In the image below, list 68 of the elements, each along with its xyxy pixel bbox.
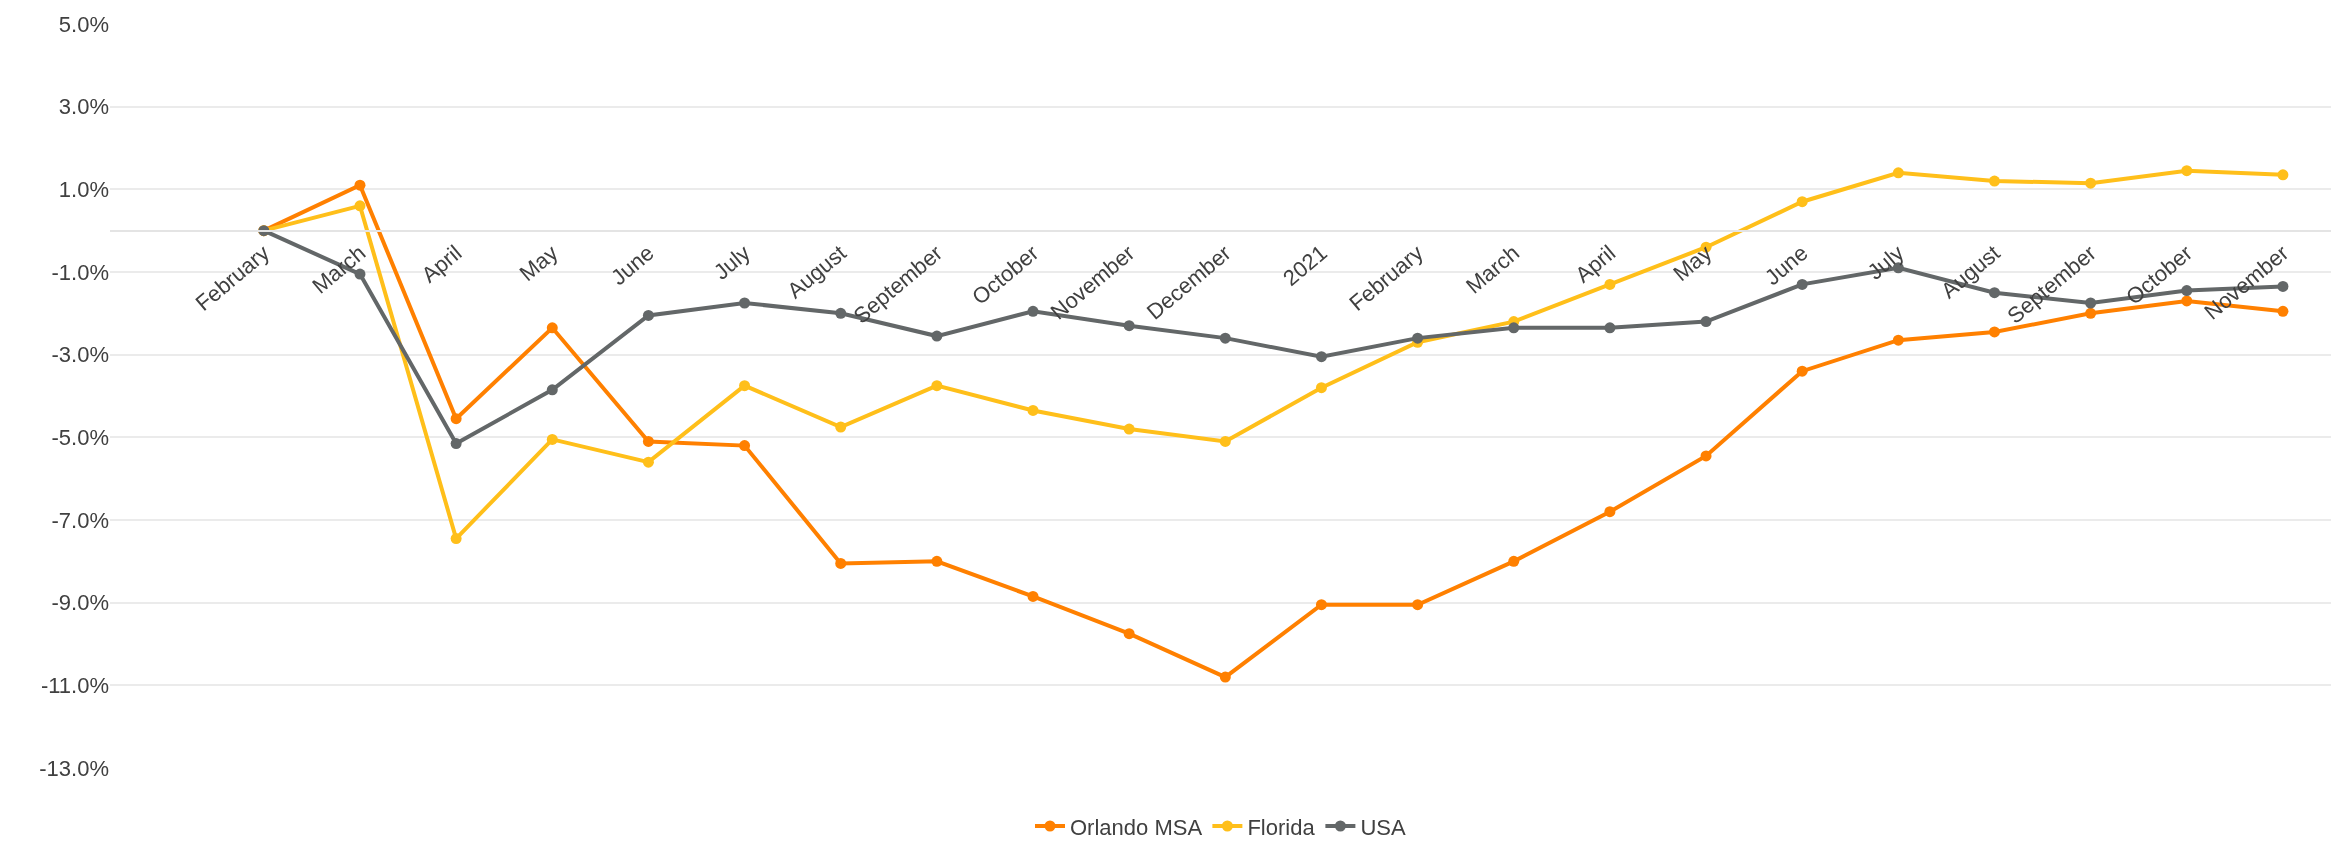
point xyxy=(1412,332,1424,344)
y-tick-label: -7.0% xyxy=(51,507,109,533)
point xyxy=(1219,435,1231,447)
point xyxy=(1123,628,1135,640)
point xyxy=(835,421,847,433)
point xyxy=(2085,177,2097,189)
point xyxy=(931,380,943,392)
point xyxy=(1315,599,1327,611)
point xyxy=(642,309,654,321)
y-tick-label: -3.0% xyxy=(51,342,109,368)
x-tick-label: July xyxy=(708,240,755,285)
point xyxy=(642,456,654,468)
y-tick-label: 3.0% xyxy=(58,94,109,120)
point xyxy=(835,557,847,569)
point xyxy=(1700,450,1712,462)
point xyxy=(1219,332,1231,344)
point xyxy=(2181,165,2193,177)
point xyxy=(739,440,751,452)
point xyxy=(1027,305,1039,317)
point xyxy=(1123,320,1135,332)
point xyxy=(1315,382,1327,394)
point xyxy=(1027,404,1039,416)
y-tick-label: 5.0% xyxy=(58,11,109,37)
y-tick-label: -9.0% xyxy=(51,590,109,616)
point xyxy=(1027,590,1039,602)
point xyxy=(450,533,462,545)
y-tick-label: -5.0% xyxy=(51,425,109,451)
point xyxy=(931,330,943,342)
point xyxy=(1796,196,1808,208)
point xyxy=(1508,322,1520,334)
point xyxy=(546,384,558,396)
x-tick-label: June xyxy=(606,240,659,290)
point xyxy=(931,555,943,567)
point xyxy=(1508,555,1520,567)
x-tick-label: June xyxy=(1759,240,1813,290)
legend-label: Florida xyxy=(1247,814,1316,840)
y-tick-label: -1.0% xyxy=(51,259,109,285)
point xyxy=(835,307,847,319)
point xyxy=(546,322,558,334)
point xyxy=(1892,167,1904,179)
point xyxy=(546,433,558,445)
point xyxy=(1988,326,2000,338)
y-tick-label: -13.0% xyxy=(39,755,109,781)
y-tick-label: -11.0% xyxy=(40,673,109,699)
point xyxy=(1892,334,1904,346)
legend-label: USA xyxy=(1360,814,1406,840)
point xyxy=(1604,506,1616,518)
point xyxy=(1219,671,1231,683)
point xyxy=(1123,423,1135,435)
legend-label: Orlando MSA xyxy=(1070,814,1203,840)
point xyxy=(1988,175,2000,187)
point xyxy=(354,179,366,191)
x-tick-label: May xyxy=(514,240,563,287)
x-tick-label: May xyxy=(1668,240,1717,287)
y-tick-label: 1.0% xyxy=(58,177,109,203)
point xyxy=(739,380,751,392)
point xyxy=(2277,169,2289,181)
x-tick-label: July xyxy=(1862,240,1909,285)
point xyxy=(450,438,462,450)
point xyxy=(1412,599,1424,611)
point xyxy=(1315,351,1327,363)
point xyxy=(739,297,751,309)
point xyxy=(1604,322,1616,334)
point xyxy=(642,435,654,447)
point xyxy=(1796,365,1808,377)
point xyxy=(450,413,462,425)
point xyxy=(354,200,366,212)
point xyxy=(1700,316,1712,328)
